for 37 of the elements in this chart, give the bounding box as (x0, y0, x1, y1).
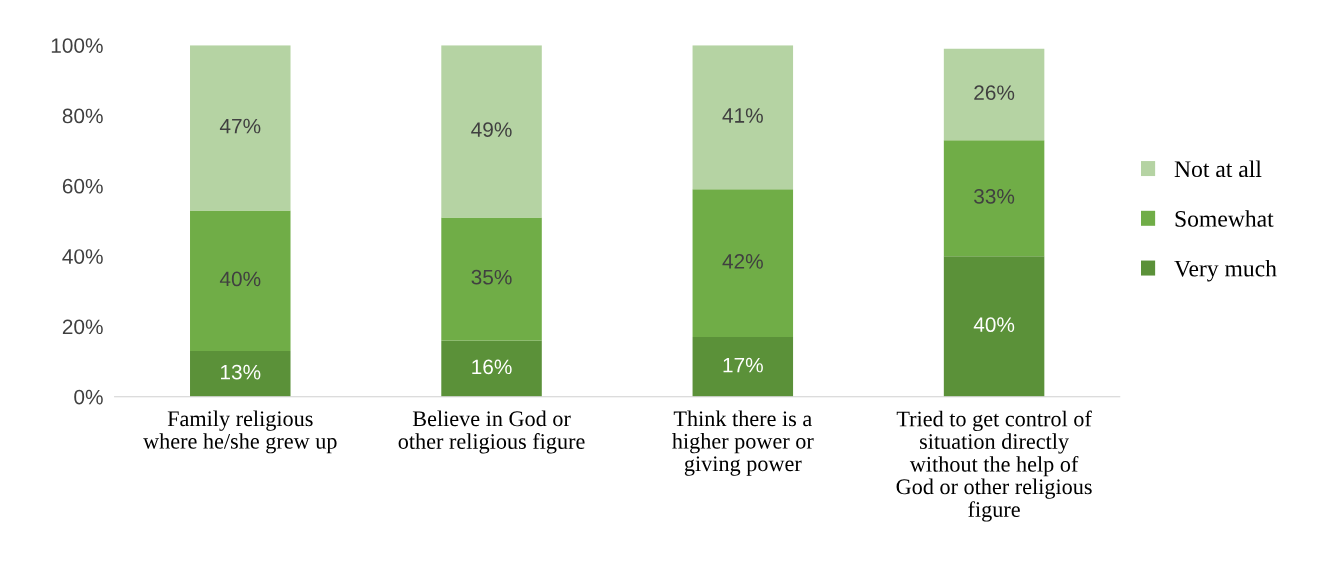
bar (190, 210, 291, 352)
x-tick-label: Think there is a higher power or giving power (672, 410, 814, 476)
bar (692, 336, 794, 397)
bar (441, 45, 542, 218)
legend-label: Very much (1174, 259, 1277, 282)
legend-label: Not at all (1174, 160, 1262, 178)
y-tick-label: 0% (74, 389, 103, 405)
bar (692, 45, 794, 190)
bar (943, 256, 1045, 397)
data-label: 13% (221, 364, 261, 380)
y-tick-label: 100% (51, 38, 103, 53)
data-label: 40% (973, 317, 1015, 333)
data-label: 49% (471, 122, 512, 137)
data-label: 47% (219, 118, 261, 134)
bar (943, 140, 1045, 257)
bar (441, 217, 542, 341)
bar (441, 340, 542, 397)
y-tick-label: 60% (62, 178, 103, 194)
data-label: 40% (219, 271, 261, 287)
x-tick-label: Family religious where he/she grew up (143, 410, 337, 454)
data-label: 42% (722, 254, 763, 269)
data-label: 26% (974, 85, 1015, 101)
data-label: 41% (722, 108, 763, 123)
data-label: 16% (472, 359, 512, 375)
bar (943, 48, 1045, 141)
legend-label: Somewhat (1175, 210, 1274, 227)
x-tick-label: Tried to get control of situation directly without the help of God or other religious figure (896, 410, 1092, 522)
bar (190, 351, 291, 397)
y-tick-label: 80% (62, 108, 103, 124)
y-tick-label: 20% (62, 319, 103, 335)
y-tick-label: 40% (62, 249, 103, 264)
data-label: 33% (974, 188, 1015, 204)
data-label: 35% (471, 269, 512, 285)
x-tick-label: Believe in God or other religious figure (398, 410, 585, 454)
bar (190, 45, 291, 211)
data-label: 17% (723, 357, 763, 373)
bar (692, 189, 794, 337)
